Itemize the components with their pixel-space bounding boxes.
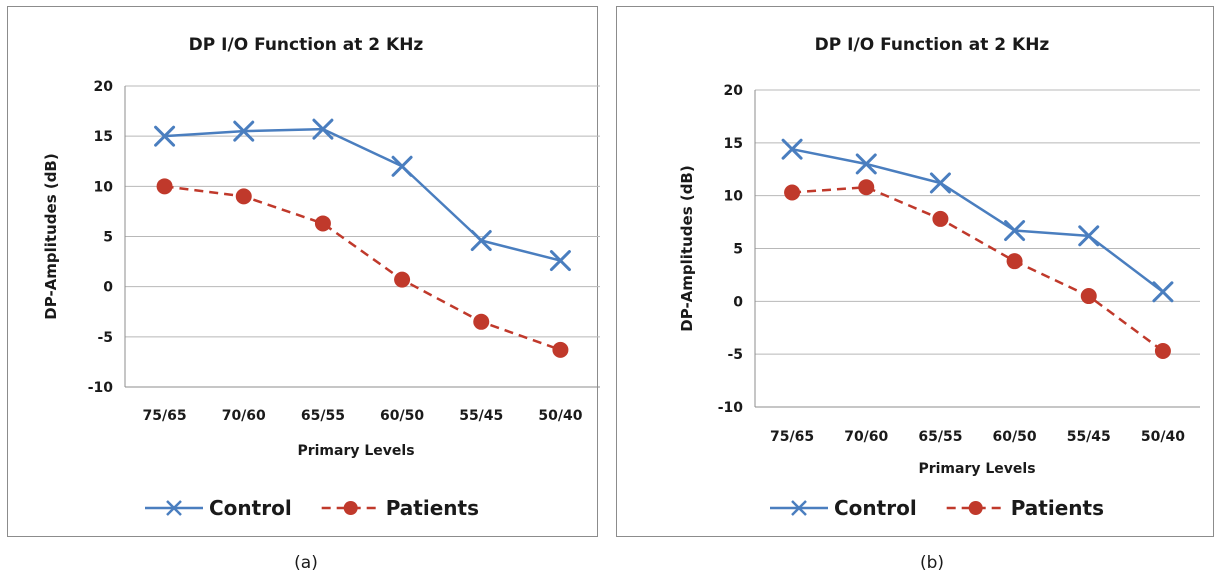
x-marker-stroke — [154, 125, 176, 147]
chart-title: DP I/O Function at 2 KHz — [815, 35, 1050, 55]
y-tick-label: 5 — [103, 230, 113, 246]
patients-point — [473, 313, 490, 330]
x-tick-label: 75/65 — [770, 429, 814, 445]
control-point — [233, 120, 255, 142]
x-tick-label: 65/55 — [301, 408, 345, 424]
series-line-patients — [164, 185, 561, 352]
x-tick-label: 50/40 — [538, 408, 582, 424]
x-tick-label: 60/50 — [380, 408, 424, 424]
x-tick-label: 70/60 — [844, 429, 888, 445]
series-line-patients — [791, 185, 1164, 353]
patients-point — [932, 210, 949, 227]
x-marker-stroke — [549, 250, 571, 272]
legend: Control Patients — [145, 496, 479, 520]
patients-point — [314, 215, 331, 232]
x-marker-stroke — [312, 118, 334, 140]
control-point — [391, 155, 413, 177]
control-point — [1078, 225, 1100, 247]
legend-item-control: Control — [145, 496, 292, 520]
y-axis-title: DP-Amplitudes (dB) — [678, 165, 696, 331]
control-point — [781, 138, 803, 160]
patients-point — [394, 271, 411, 288]
legend-circle-marker — [968, 501, 983, 515]
legend: Control Patients — [770, 496, 1104, 520]
panel-label: (a) — [294, 553, 318, 573]
patients-point — [156, 178, 173, 195]
y-tick-label: 0 — [103, 280, 113, 296]
legend-item-patients: Patients — [946, 496, 1104, 520]
y-tick-label: -10 — [718, 400, 744, 416]
patients-point — [784, 184, 801, 201]
x-axis-title: Primary Levels — [297, 443, 414, 459]
control-point — [154, 125, 176, 147]
legend-item-patients: Patients — [321, 496, 479, 520]
series-line-control — [164, 127, 561, 262]
x-tick-label: 55/45 — [1067, 429, 1111, 445]
chart-panel-b: DP I/O Function at 2 KHz 20 15 10 5 0 -5 -10 75/… — [616, 6, 1214, 573]
patients-point — [235, 188, 252, 205]
patients-point — [1006, 253, 1023, 270]
control-point — [1152, 281, 1174, 303]
y-tick-label: 10 — [94, 179, 114, 195]
x-tick-label: 55/45 — [459, 408, 503, 424]
x-marker-stroke — [470, 230, 492, 252]
patients-point — [858, 179, 875, 196]
x-marker-stroke — [391, 155, 413, 177]
y-tick-label: 0 — [733, 294, 743, 310]
x-marker-stroke — [855, 153, 877, 175]
x-tick-label: 60/50 — [993, 429, 1037, 445]
control-point — [312, 118, 334, 140]
y-tick-label: 10 — [724, 189, 744, 205]
chart-frame — [7, 6, 598, 537]
control-point — [549, 250, 571, 272]
y-tick-label: 20 — [724, 83, 744, 99]
x-axis-title: Primary Levels — [918, 461, 1035, 477]
legend-x-marker — [791, 500, 807, 516]
chart-title: DP I/O Function at 2 KHz — [189, 35, 424, 55]
x-marker-stroke — [929, 172, 951, 194]
y-tick-label: 15 — [94, 129, 113, 145]
series-line-control — [791, 147, 1164, 293]
chart-frame — [616, 6, 1214, 537]
x-marker-stroke — [233, 120, 255, 142]
y-axis-title: DP-Amplitudes (dB) — [42, 153, 60, 319]
control-point — [470, 230, 492, 252]
legend-item-control: Control — [770, 496, 917, 520]
control-point — [929, 172, 951, 194]
legend-circle-marker — [343, 501, 358, 515]
legend-label: Patients — [386, 496, 479, 520]
control-point — [1004, 220, 1026, 242]
legend-label: Control — [209, 496, 292, 520]
chart-panel-a: DP I/O Function at 2 KHz 20 15 10 5 0 -5 -10 75/… — [7, 6, 600, 573]
x-marker-stroke — [1004, 220, 1026, 242]
patients-point — [552, 341, 569, 358]
control-point — [855, 153, 877, 175]
legend-label: Patients — [1011, 496, 1104, 520]
x-tick-label: 65/55 — [918, 429, 962, 445]
x-tick-label: 50/40 — [1141, 429, 1185, 445]
y-tick-label: 15 — [724, 136, 743, 152]
x-marker-stroke — [1078, 225, 1100, 247]
x-tick-label: 75/65 — [143, 408, 187, 424]
patients-point — [1080, 288, 1097, 305]
legend-x-marker — [166, 500, 182, 516]
y-tick-label: -5 — [727, 347, 743, 363]
y-tick-label: 20 — [94, 79, 114, 95]
x-tick-label: 70/60 — [222, 408, 266, 424]
x-marker-stroke — [1152, 281, 1174, 303]
legend-label: Control — [834, 496, 917, 520]
y-tick-label: 5 — [733, 242, 743, 258]
y-tick-label: -10 — [88, 380, 114, 396]
x-marker-stroke — [781, 138, 803, 160]
patients-point — [1154, 342, 1171, 359]
panel-label: (b) — [920, 553, 944, 573]
y-tick-label: -5 — [97, 330, 113, 346]
